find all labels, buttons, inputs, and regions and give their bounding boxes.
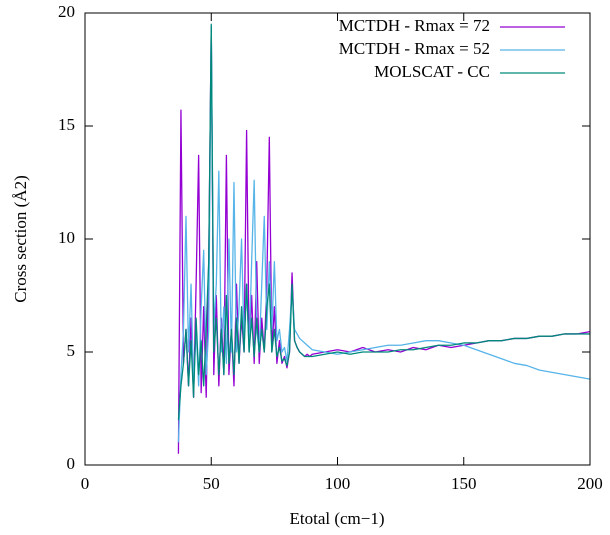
- legend-label: MCTDH - Rmax = 72: [339, 16, 490, 35]
- plot-border: [84, 12, 591, 466]
- series-line: [177, 23, 590, 420]
- x-tick-label: 100: [325, 474, 351, 493]
- series-line: [177, 25, 591, 454]
- y-tick-label: 20: [58, 2, 75, 21]
- x-axis-label: Etotal (cm−1): [289, 509, 384, 528]
- y-tick-label: 0: [67, 454, 76, 473]
- legend-label: MOLSCAT - CC: [374, 62, 490, 81]
- y-tick-label: 10: [58, 228, 75, 247]
- y-tick-label: 15: [58, 115, 75, 134]
- legend-label: MCTDH - Rmax = 52: [339, 39, 490, 58]
- y-axis-label: Cross section (Å2): [11, 175, 30, 302]
- x-tick-label: 200: [577, 474, 603, 493]
- x-tick-label: 50: [203, 474, 220, 493]
- x-tick-label: 150: [451, 474, 477, 493]
- x-tick-label: 0: [81, 474, 90, 493]
- y-tick-label: 5: [67, 341, 76, 360]
- series-line: [177, 25, 591, 443]
